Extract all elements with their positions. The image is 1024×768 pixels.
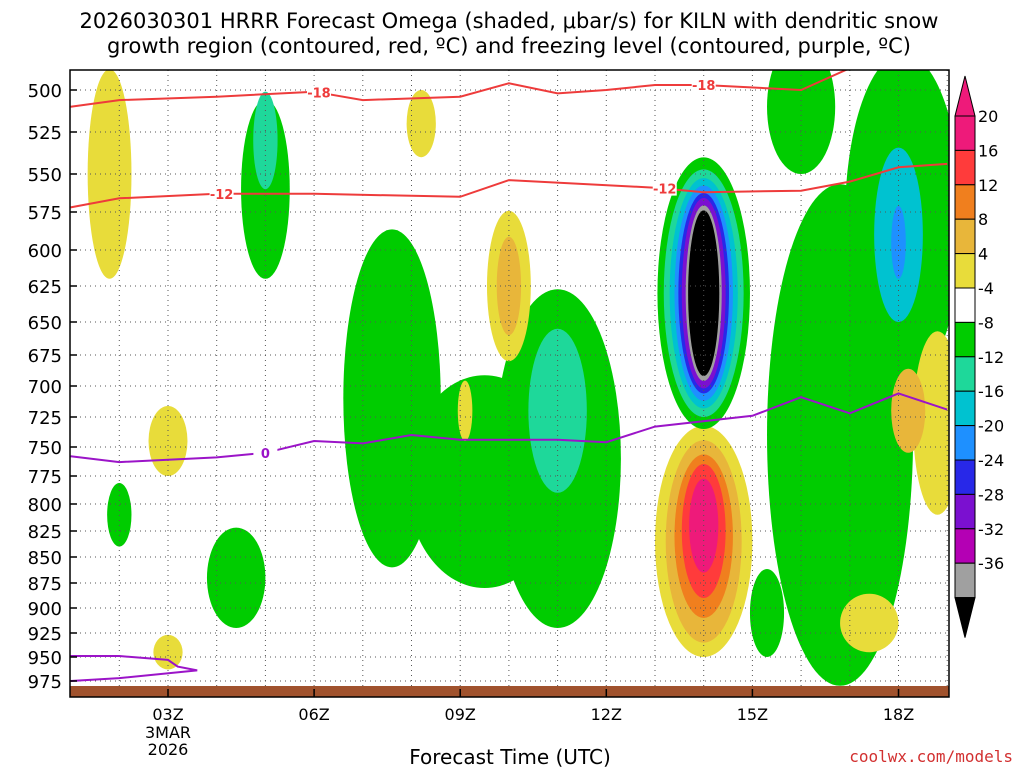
contour-label-0-1: -18	[692, 79, 716, 94]
colorbar-top-arrow	[954, 75, 976, 117]
colorbar-label-8: 8	[978, 210, 988, 229]
y-tick-label-725: 725	[28, 408, 62, 429]
colorbar-bin-20	[954, 115, 976, 151]
contour-2	[70, 392, 948, 464]
contour-1	[70, 162, 948, 209]
contour-label-2-0: 0	[261, 447, 270, 462]
y-tick-label-575: 575	[28, 203, 62, 224]
omega-area-21	[840, 593, 899, 653]
colorbar-bin--20	[954, 425, 976, 461]
omega-area-22	[913, 331, 949, 515]
x-tick-label-03Z: 03Z	[152, 705, 183, 724]
contour-label-bg	[306, 85, 331, 100]
chart-title-line2: growth region (contoured, red, ºC) and f…	[107, 34, 911, 58]
y-tick-label-750: 750	[28, 438, 62, 459]
colorbar-bin-16	[954, 149, 976, 186]
omega-area-20	[406, 90, 436, 158]
x-date-label-year: 2026	[148, 740, 189, 759]
omega-area-17	[457, 380, 473, 441]
colorbar-bin--36	[954, 562, 976, 599]
contour-label-bg	[209, 186, 234, 201]
colorbar-bin--16	[954, 390, 976, 427]
colorbar-bin-8	[954, 218, 976, 255]
omega-area-36	[688, 210, 720, 377]
colorbar-label--36: -36	[978, 554, 1004, 573]
omega-area-14	[87, 70, 132, 279]
colorbar: 20 16 12 8 4 -4 -8 -12 -16 -20 -24 -28 -32 -36	[954, 75, 1004, 638]
chart-title-line1: 2026030301 HRRR Forecast Omega (shaded, …	[80, 9, 939, 33]
contour-label-1-1: -12	[653, 183, 677, 198]
colorbar-label--24: -24	[978, 451, 1004, 470]
watermark: coolwx.com/models	[849, 747, 1013, 766]
omega-area-23	[891, 368, 926, 453]
y-tick-label-650: 650	[28, 313, 62, 334]
omega-area-11	[107, 483, 132, 547]
colorbar-label-16: 16	[978, 141, 998, 160]
y-tick-label-675: 675	[28, 346, 62, 367]
x-tick-label-12Z: 12Z	[591, 705, 622, 724]
colorbar-label--32: -32	[978, 520, 1004, 539]
y-tick-label-875: 875	[28, 574, 62, 595]
colorbar-bin--24	[954, 459, 976, 495]
colorbar-label--20: -20	[978, 417, 1004, 436]
x-date-label-day: 3MAR	[145, 723, 191, 742]
x-axis-label: Forecast Time (UTC)	[409, 745, 611, 768]
contour-label-0-0: -18	[307, 87, 331, 102]
omega-area-9	[891, 206, 906, 279]
y-tick-label-800: 800	[28, 495, 62, 516]
y-tick-label-600: 600	[28, 241, 62, 262]
colorbar-label-12: 12	[978, 176, 998, 195]
y-tick-label-925: 925	[28, 624, 62, 645]
y-tick-label-625: 625	[28, 277, 62, 298]
y-tick-label-550: 550	[28, 165, 62, 186]
colorbar-label-4: 4	[978, 245, 988, 264]
contour-label-bg	[691, 77, 716, 92]
contour-label-bg	[652, 181, 677, 196]
omega-area-10	[206, 527, 266, 628]
y-tick-label-700: 700	[28, 377, 62, 398]
omega-area-13	[767, 70, 836, 174]
y-tick-label-950: 950	[28, 648, 62, 669]
colorbar-bin--28	[954, 493, 976, 530]
colorbar-bin--12	[954, 356, 976, 392]
colorbar-bin-12	[954, 184, 976, 220]
y-tick-label-500: 500	[28, 81, 62, 102]
y-tick-label-525: 525	[28, 123, 62, 144]
colorbar-bin-4	[954, 253, 976, 289]
y-tick-label-975: 975	[28, 672, 62, 693]
colorbar-label--8: -8	[978, 313, 994, 332]
colorbar-label--12: -12	[978, 348, 1004, 367]
x-tick-label-18Z: 18Z	[883, 705, 914, 724]
x-tick-label-15Z: 15Z	[737, 705, 768, 724]
contour-layer: -18 -18 -12 -12 0	[70, 70, 948, 682]
omega-area-16	[153, 634, 183, 670]
contour-label-bg	[253, 445, 278, 460]
contour-label-1-0: -12	[210, 188, 234, 203]
colorbar-bottom-arrow	[954, 597, 976, 638]
colorbar-label-20: 20	[978, 107, 998, 126]
terrain-ground	[70, 686, 949, 697]
colorbar-bin--4	[954, 287, 976, 323]
y-tick-label-850: 850	[28, 548, 62, 569]
contour-0	[70, 70, 849, 108]
y-axis: 500 525 550 575 600 625 650 675 700 725 750 775 800 8…	[28, 81, 77, 693]
colorbar-label--28: -28	[978, 485, 1004, 504]
colorbar-bin--32	[954, 528, 976, 564]
plot-frame	[69, 69, 950, 698]
x-tick-label-06Z: 06Z	[298, 705, 329, 724]
colorbar-bin--8	[954, 321, 976, 358]
x-tick-label-09Z: 09Z	[445, 705, 476, 724]
colorbar-label--16: -16	[978, 382, 1004, 401]
colorbar-label--4: -4	[978, 279, 994, 298]
y-tick-label-900: 900	[28, 599, 62, 620]
y-tick-label-825: 825	[28, 522, 62, 543]
omega-area-12	[749, 569, 785, 657]
contour-3	[70, 655, 198, 682]
y-tick-label-775: 775	[28, 467, 62, 488]
